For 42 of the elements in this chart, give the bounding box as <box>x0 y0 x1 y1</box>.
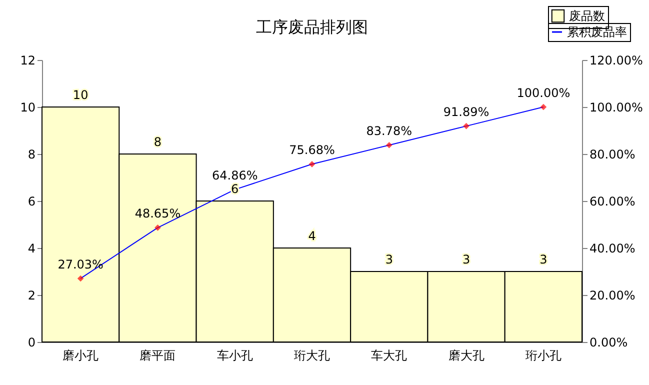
y-tick-label: 6 <box>28 194 36 208</box>
y2-tick-label: 20.00% <box>590 288 636 302</box>
x-tick-label: 珩小孔 <box>525 348 562 362</box>
point <box>540 104 547 110</box>
x-tick-label: 磨小孔 <box>62 348 99 362</box>
data-label: 100.00% <box>516 86 570 100</box>
y2-tick-label: 100.00% <box>590 100 643 114</box>
point <box>308 160 316 168</box>
y2-tick-label: 120.00% <box>590 54 643 68</box>
y-tick-label: 4 <box>28 242 36 256</box>
data-label: 75.68% <box>289 143 335 158</box>
legend-label: 废品数 <box>569 9 605 23</box>
y2-tick-label: 60.00% <box>590 194 636 208</box>
data-label: 3 <box>540 252 548 266</box>
x-tick-label: 车大孔 <box>371 348 408 362</box>
data-label: 64.86% <box>212 168 258 183</box>
data-label: 27.03% <box>58 257 104 272</box>
x-tick-label: 珩大孔 <box>294 348 330 362</box>
y-tick-label: 2 <box>28 288 36 302</box>
y-tick-label: 8 <box>28 148 36 162</box>
y2-tick-label: 40.00% <box>590 242 636 256</box>
x-tick-label: 磨平面 <box>140 348 176 362</box>
x-tick-label: 磨大孔 <box>448 348 484 362</box>
y2-tick-label: 0.00% <box>590 336 628 350</box>
x-tick-label: 车小孔 <box>216 348 253 362</box>
data-label: 3 <box>385 252 393 266</box>
data-label: 91.89% <box>443 105 490 120</box>
y2-tick-label: 80.00% <box>590 148 636 162</box>
y-tick-label: 10 <box>20 100 36 114</box>
data-label: 10 <box>72 88 88 102</box>
data-label: 3 <box>462 252 470 266</box>
data-label: 8 <box>154 135 162 149</box>
data-label: 83.78% <box>366 124 412 138</box>
data-label: 48.65% <box>134 206 181 221</box>
data-label: 4 <box>308 229 316 243</box>
point <box>386 142 392 148</box>
y-tick-label: 0 <box>28 336 36 350</box>
point <box>463 122 470 130</box>
chart-title: 工序废品排列图 <box>256 18 368 36</box>
point <box>154 224 161 231</box>
point <box>77 275 84 282</box>
y-tick-label: 12 <box>20 54 36 68</box>
